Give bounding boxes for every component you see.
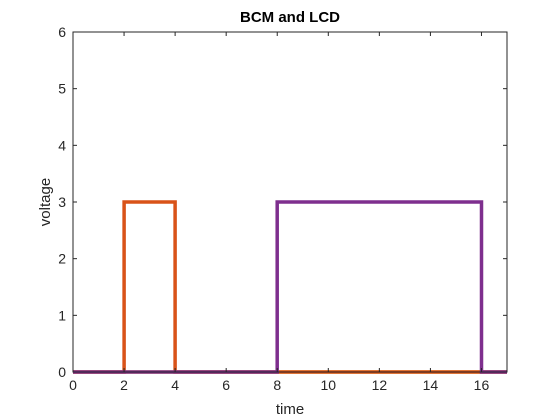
x-axis-label: time [276,401,304,418]
x-tick-label: 2 [120,377,128,393]
x-tick-label: 4 [171,377,179,393]
x-tick-label: 10 [321,377,337,393]
y-axis-label: voltage [37,178,54,226]
x-tick-label: 14 [423,377,439,393]
y-tick-label: 1 [58,307,66,323]
y-tick-label: 4 [58,137,66,153]
x-tick-label: 6 [222,377,230,393]
y-tick-label: 2 [58,251,66,267]
y-tick-label: 3 [58,194,66,210]
x-tick-label: 16 [474,377,490,393]
y-tick-label: 5 [58,81,66,97]
y-tick-label: 0 [58,364,66,380]
chart-title: BCM and LCD [240,9,340,26]
x-tick-label: 12 [372,377,388,393]
x-tick-label: 0 [69,377,77,393]
y-tick-label: 6 [58,24,66,40]
x-tick-label: 8 [273,377,281,393]
